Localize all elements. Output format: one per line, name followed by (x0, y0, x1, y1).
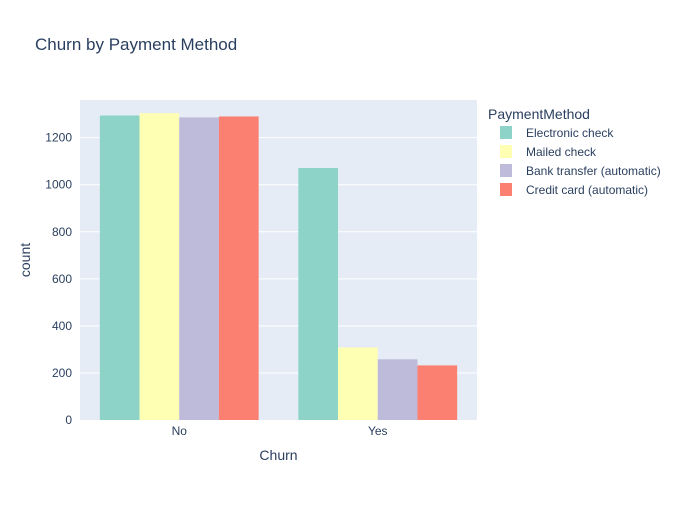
x-axis-ticks: No Yes (172, 424, 388, 438)
legend-item[interactable]: Electronic check (500, 126, 614, 140)
y-tick-label: 0 (65, 413, 72, 427)
y-tick-label: 600 (52, 272, 72, 286)
legend-item[interactable]: Credit card (automatic) (500, 183, 648, 197)
bar-no-credit-card-automatic[interactable] (218, 116, 259, 421)
y-tick-label: 1200 (45, 131, 72, 145)
legend-label: Credit card (automatic) (526, 183, 648, 197)
y-axis-ticks: 0 200 400 600 800 1000 1200 (45, 131, 72, 427)
bars (99, 113, 458, 421)
x-tick-label: No (172, 424, 188, 438)
legend-swatch (500, 145, 512, 158)
legend-label: Electronic check (526, 126, 614, 140)
legend-swatch (500, 183, 512, 196)
y-axis-title: count (17, 243, 33, 277)
bar-yes-bank-transfer-automatic[interactable] (377, 359, 418, 420)
x-axis-title: Churn (259, 447, 297, 463)
bar-yes-mailed-check[interactable] (338, 347, 378, 420)
bar-no-bank-transfer-automatic[interactable] (179, 117, 219, 420)
legend[interactable]: PaymentMethod Electronic check Mailed che… (488, 106, 661, 197)
x-tick-label: Yes (368, 424, 388, 438)
y-tick-label: 200 (52, 366, 72, 380)
legend-item[interactable]: Mailed check (500, 145, 597, 159)
legend-label: Mailed check (526, 145, 597, 159)
legend-item[interactable]: Bank transfer (automatic) (500, 164, 661, 178)
bar-yes-electronic-check[interactable] (298, 168, 339, 420)
legend-swatch (500, 164, 512, 177)
y-tick-label: 400 (52, 319, 72, 333)
chart-title: Churn by Payment Method (35, 35, 237, 54)
y-tick-label: 800 (52, 225, 72, 239)
legend-swatch (500, 126, 512, 139)
legend-label: Bank transfer (automatic) (526, 164, 661, 178)
y-tick-label: 1000 (45, 178, 72, 192)
bar-yes-credit-card-automatic[interactable] (417, 365, 458, 420)
bar-no-mailed-check[interactable] (139, 113, 180, 421)
legend-items[interactable]: Electronic check Mailed check Bank transfe… (500, 126, 661, 197)
legend-title: PaymentMethod (488, 106, 590, 122)
bar-no-electronic-check[interactable] (99, 115, 140, 420)
